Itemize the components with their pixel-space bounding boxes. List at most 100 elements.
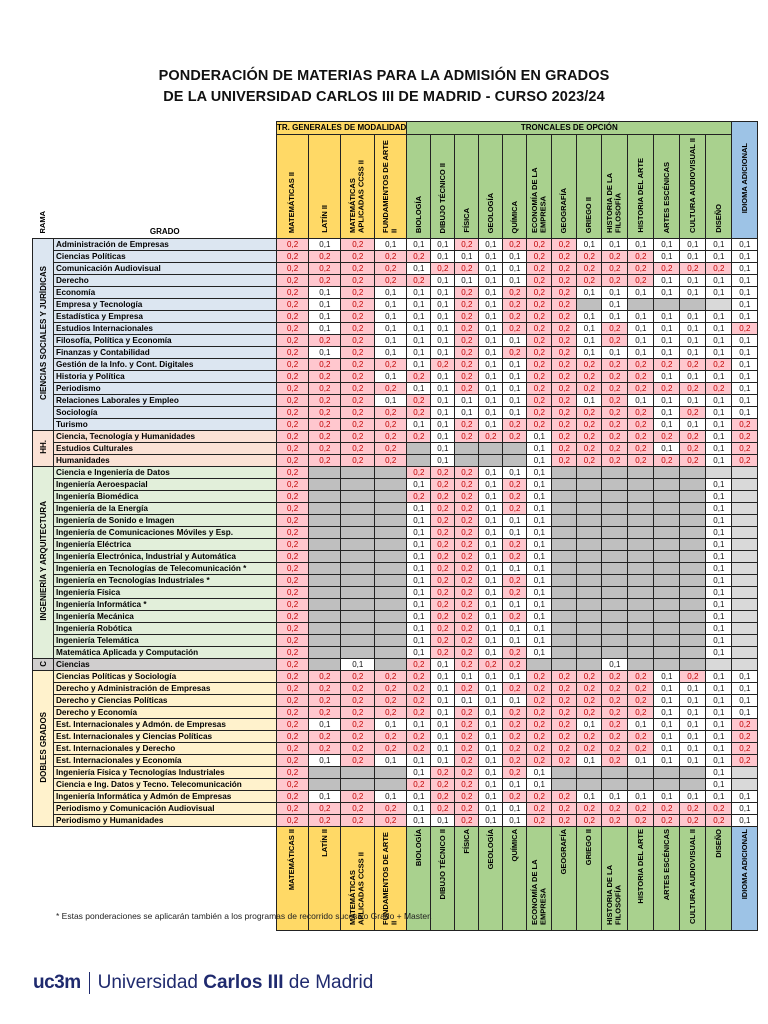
weight-cell: 0,1: [406, 298, 432, 311]
weight-cell: 0,2: [430, 634, 456, 647]
weight-cell: 0,2: [406, 778, 432, 791]
weight-cell: 0,2: [601, 406, 629, 419]
weight-cell: [374, 634, 408, 647]
weight-cell: 0,1: [430, 238, 456, 251]
weight-cell: 0,2: [454, 634, 480, 647]
weight-cell: [627, 574, 655, 587]
weight-cell: [551, 538, 578, 551]
weight-cell: 0,2: [275, 250, 310, 263]
weight-cell: 0,2: [430, 562, 456, 575]
weight-cell: 0,2: [454, 418, 480, 431]
weight-cell: 0,2: [551, 262, 578, 275]
weight-cell: 0,1: [705, 598, 733, 611]
weight-cell: [374, 526, 408, 539]
grado-name: Est. Internacionales y Economía: [53, 754, 277, 767]
weight-cell: 0,2: [601, 382, 629, 395]
weight-cell: 0,2: [502, 766, 528, 779]
weight-cell: [731, 586, 759, 599]
weight-cell: 0,1: [478, 502, 504, 515]
weight-cell: 0,1: [308, 346, 342, 359]
weight-cell: [679, 586, 707, 599]
weight-cell: 0,2: [275, 238, 310, 251]
weight-cell: 0,2: [576, 730, 603, 743]
weight-cell: 0,1: [502, 814, 528, 827]
weight-cell: 0,1: [502, 514, 528, 527]
weight-cell: 0,2: [502, 310, 528, 323]
weight-cell: 0,1: [430, 346, 456, 359]
weight-cell: [374, 778, 408, 791]
weight-cell: [340, 646, 376, 659]
weight-cell: 0,2: [308, 394, 342, 407]
weight-cell: 0,1: [502, 382, 528, 395]
weight-cell: 0,1: [308, 310, 342, 323]
weight-cell: 0,1: [526, 442, 553, 455]
weight-cell: [731, 574, 759, 587]
weight-cell: 0,2: [275, 586, 310, 599]
weight-cell: 0,2: [275, 490, 310, 503]
weight-cell: 0,2: [454, 658, 480, 671]
weight-cell: [679, 478, 707, 491]
weight-cell: 0,1: [430, 454, 456, 467]
weight-cell: 0,2: [502, 538, 528, 551]
weight-cell: 0,1: [478, 694, 504, 707]
weight-cell: 0,2: [454, 382, 480, 395]
weight-cell: 0,2: [601, 694, 629, 707]
weight-cell: [340, 550, 376, 563]
weight-cell: 0,2: [340, 406, 376, 419]
table-row: Est. Internacionales y Economía 0,2 0,1 0,2…: [33, 754, 759, 767]
col-header: ARTES ESCÉNICAS: [653, 134, 681, 239]
weight-cell: 0,1: [705, 730, 733, 743]
weight-cell: [374, 550, 408, 563]
weight-cell: 0,2: [526, 322, 553, 335]
weight-cell: 0,1: [502, 394, 528, 407]
weight-cell: 0,1: [430, 334, 456, 347]
weight-cell: 0,2: [308, 334, 342, 347]
weight-cell: 0,2: [454, 562, 480, 575]
weight-cell: 0,2: [502, 754, 528, 767]
weight-cell: 0,2: [275, 514, 310, 527]
weight-cell: 0,1: [502, 406, 528, 419]
weight-cell: 0,2: [308, 814, 342, 827]
weight-cell: 0,2: [406, 430, 432, 443]
weight-cell: 0,2: [275, 418, 310, 431]
footnote: * Estas ponderaciones se aplicarán tambi…: [56, 911, 432, 921]
weight-cell: [653, 610, 681, 623]
weight-cell: 0,2: [576, 706, 603, 719]
weight-cell: 0,1: [406, 514, 432, 527]
weight-cell: 0,2: [502, 298, 528, 311]
grado-name: Ciencias: [53, 658, 277, 671]
weight-cell: 0,2: [275, 322, 310, 335]
weight-cell: 0,2: [430, 790, 456, 803]
grado-name: Ingeniería en Tecnologías Industriales *: [53, 574, 277, 587]
grado-name: Historia y Política: [53, 370, 277, 383]
weight-cell: 0,2: [502, 322, 528, 335]
weight-cell: [653, 466, 681, 479]
weight-cell: 0,1: [478, 706, 504, 719]
weight-cell: 0,1: [705, 406, 733, 419]
weight-cell: 0,1: [374, 790, 408, 803]
weight-cell: 0,2: [601, 814, 629, 827]
weight-cell: 0,1: [679, 250, 707, 263]
weight-cell: 0,1: [430, 754, 456, 767]
weight-cell: 0,1: [478, 766, 504, 779]
weight-cell: 0,1: [478, 622, 504, 635]
weight-cell: [340, 514, 376, 527]
weight-cell: 0,1: [576, 394, 603, 407]
weight-cell: 0,1: [454, 670, 480, 683]
weight-cell: [601, 538, 629, 551]
weight-cell: 0,1: [502, 802, 528, 815]
weight-cell: 0,1: [653, 682, 681, 695]
weight-cell: 0,1: [478, 370, 504, 383]
weight-cell: 0,2: [454, 778, 480, 791]
weight-cell: 0,2: [679, 670, 707, 683]
grado-name: Ingeniería Informática y Admón de Empres…: [53, 790, 277, 803]
weight-cell: 0,1: [653, 406, 681, 419]
weight-cell: 0,2: [502, 502, 528, 515]
weight-cell: 0,2: [374, 454, 408, 467]
weight-cell: 0,1: [478, 394, 504, 407]
weight-cell: 0,1: [731, 394, 759, 407]
grado-name: Estudios Culturales: [53, 442, 277, 455]
weight-cell: 0,2: [551, 442, 578, 455]
weight-cell: [627, 622, 655, 635]
weight-cell: 0,1: [502, 274, 528, 287]
